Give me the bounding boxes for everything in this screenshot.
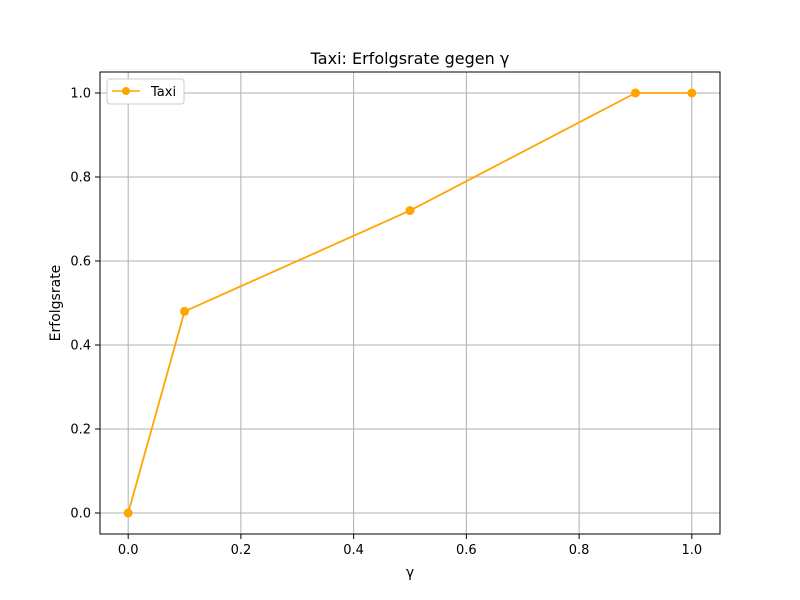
- chart-title: Taxi: Erfolgsrate gegen γ: [310, 49, 510, 68]
- legend: Taxi: [106, 78, 185, 105]
- legend-label: Taxi: [150, 85, 176, 100]
- x-tick-label: 0.8: [569, 543, 590, 558]
- plot-area: [100, 72, 720, 534]
- y-tick-label: 0.2: [70, 423, 91, 438]
- grid: [100, 72, 720, 534]
- series-layer: [123, 88, 697, 518]
- legend-box: [106, 78, 185, 105]
- y-tick-label: 0.6: [70, 255, 91, 270]
- axes-frame: [99, 71, 721, 535]
- data-point: [123, 508, 133, 518]
- data-point: [630, 88, 640, 98]
- y-tick-label: 0.8: [70, 171, 91, 186]
- x-tick-label: 1.0: [681, 543, 702, 558]
- ticks: 0.0 0.2 0.4 0.6 0.8 1.0 0.0 0.2 0.4 0.6 0.8 1.0: [70, 87, 702, 559]
- x-tick-label: 0.0: [118, 543, 139, 558]
- y-tick-label: 0.0: [70, 507, 91, 522]
- data-point: [405, 206, 415, 216]
- y-axis-label: Erfolgsrate: [48, 265, 64, 342]
- x-tick-label: 0.4: [343, 543, 364, 558]
- y-tick-label: 1.0: [70, 87, 91, 102]
- x-axis-label: γ: [406, 565, 414, 581]
- x-tick-label: 0.6: [456, 543, 477, 558]
- x-tick-label: 0.2: [231, 543, 252, 558]
- legend-marker: [122, 87, 130, 95]
- data-point: [180, 306, 190, 316]
- y-tick-label: 0.4: [70, 339, 91, 354]
- data-point: [687, 88, 697, 98]
- axes: [99, 71, 721, 535]
